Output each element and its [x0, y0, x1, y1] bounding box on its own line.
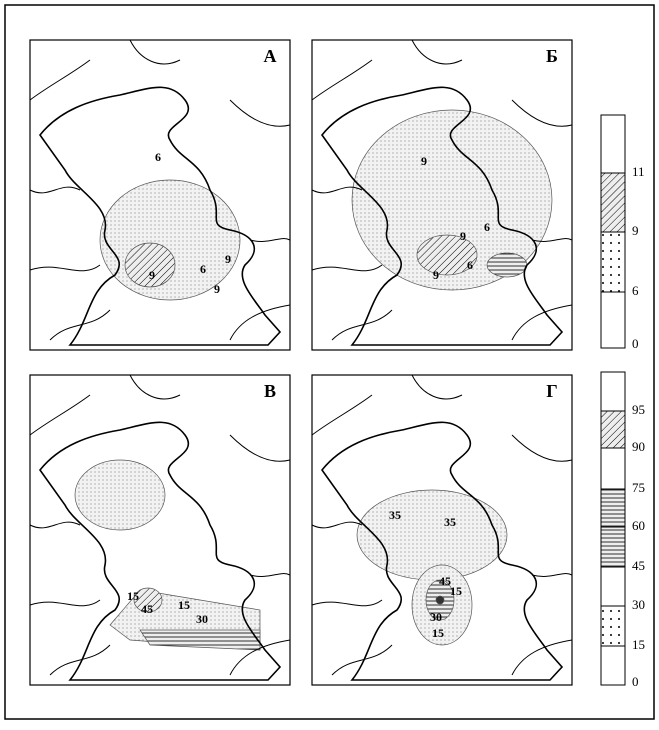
map-panel: Б 9 6 9 9 6: [311, 39, 573, 351]
legend-swatch: [600, 291, 626, 349]
legend-tick-label: 45: [632, 558, 645, 573]
shaded-zone: [356, 489, 508, 581]
panel-letter: Б: [546, 46, 558, 66]
legend-swatch: [600, 410, 626, 449]
shaded-zone: [124, 242, 176, 288]
panel-letter: В: [264, 381, 276, 401]
contour-label: 35: [389, 508, 401, 522]
legend-tick-label: 60: [632, 518, 645, 533]
contour-label: 9: [460, 229, 466, 243]
frame: [4, 4, 655, 720]
legend-tick-label: 15: [632, 637, 645, 652]
shaded-zone: [416, 234, 478, 276]
legend-swatch: [600, 488, 626, 528]
legend-tick-label: 9: [632, 223, 639, 238]
legend-tick-label: 6: [632, 283, 639, 298]
legend-tick-label: 11: [632, 164, 645, 179]
contour-label: 9: [149, 268, 155, 282]
legend-scale: 0 6 9 11: [600, 114, 645, 351]
shaded-zone: [486, 252, 528, 278]
legend-swatch: [600, 526, 626, 568]
legend-swatch: [600, 645, 626, 686]
contour-label: 15: [432, 626, 444, 640]
contour-label: 45: [439, 574, 451, 588]
legend-swatch: [600, 447, 626, 490]
contour-label: 9: [225, 252, 231, 266]
contour-label: 35: [444, 515, 456, 529]
shaded-zone: [74, 459, 166, 531]
contour-label: 15: [178, 598, 190, 612]
legend-tick-label: 95: [632, 402, 645, 417]
contour-label: 9: [214, 282, 220, 296]
contour-label: 15: [450, 584, 462, 598]
legend-swatch: [600, 605, 626, 647]
contour-label: 15: [127, 589, 139, 603]
shaded-zone: [133, 587, 163, 613]
contour-label: 6: [484, 220, 490, 234]
shaded-zone: [351, 109, 553, 291]
panel-letter: А: [264, 46, 277, 66]
contour-label: 9: [421, 154, 427, 168]
shaded-zone: [435, 595, 445, 605]
legend-tick-label: 75: [632, 480, 645, 495]
legend-swatch: [600, 371, 626, 412]
contour-label: 9: [433, 268, 439, 282]
legend-swatch: [600, 566, 626, 607]
contour-label: 6: [200, 262, 206, 276]
contour-label: 6: [155, 150, 161, 164]
legend-swatch: [600, 172, 626, 233]
contour-label: 6: [467, 258, 473, 272]
legend-swatch: [600, 114, 626, 174]
panel-letter: Г: [546, 381, 557, 401]
legend-scale: 0 15 30 45 60 75 90 95: [600, 371, 645, 689]
legend-tick-label: 30: [632, 597, 645, 612]
contour-label: 30: [196, 612, 208, 626]
legend-tick-label: 0: [632, 674, 639, 689]
map-panel: А69 699: [29, 39, 291, 351]
legend-swatch: [600, 231, 626, 293]
legend-tick-label: 90: [632, 439, 645, 454]
contour-label: 30: [430, 610, 442, 624]
shaded-zone: [139, 629, 261, 651]
contour-label: 45: [141, 602, 153, 616]
legend-tick-label: 0: [632, 336, 639, 351]
